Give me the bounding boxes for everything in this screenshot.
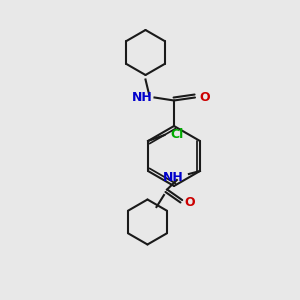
Text: NH: NH xyxy=(132,91,153,104)
Text: NH: NH xyxy=(163,170,184,184)
Text: Cl: Cl xyxy=(170,128,184,142)
Text: O: O xyxy=(199,91,209,104)
Text: O: O xyxy=(184,196,195,209)
